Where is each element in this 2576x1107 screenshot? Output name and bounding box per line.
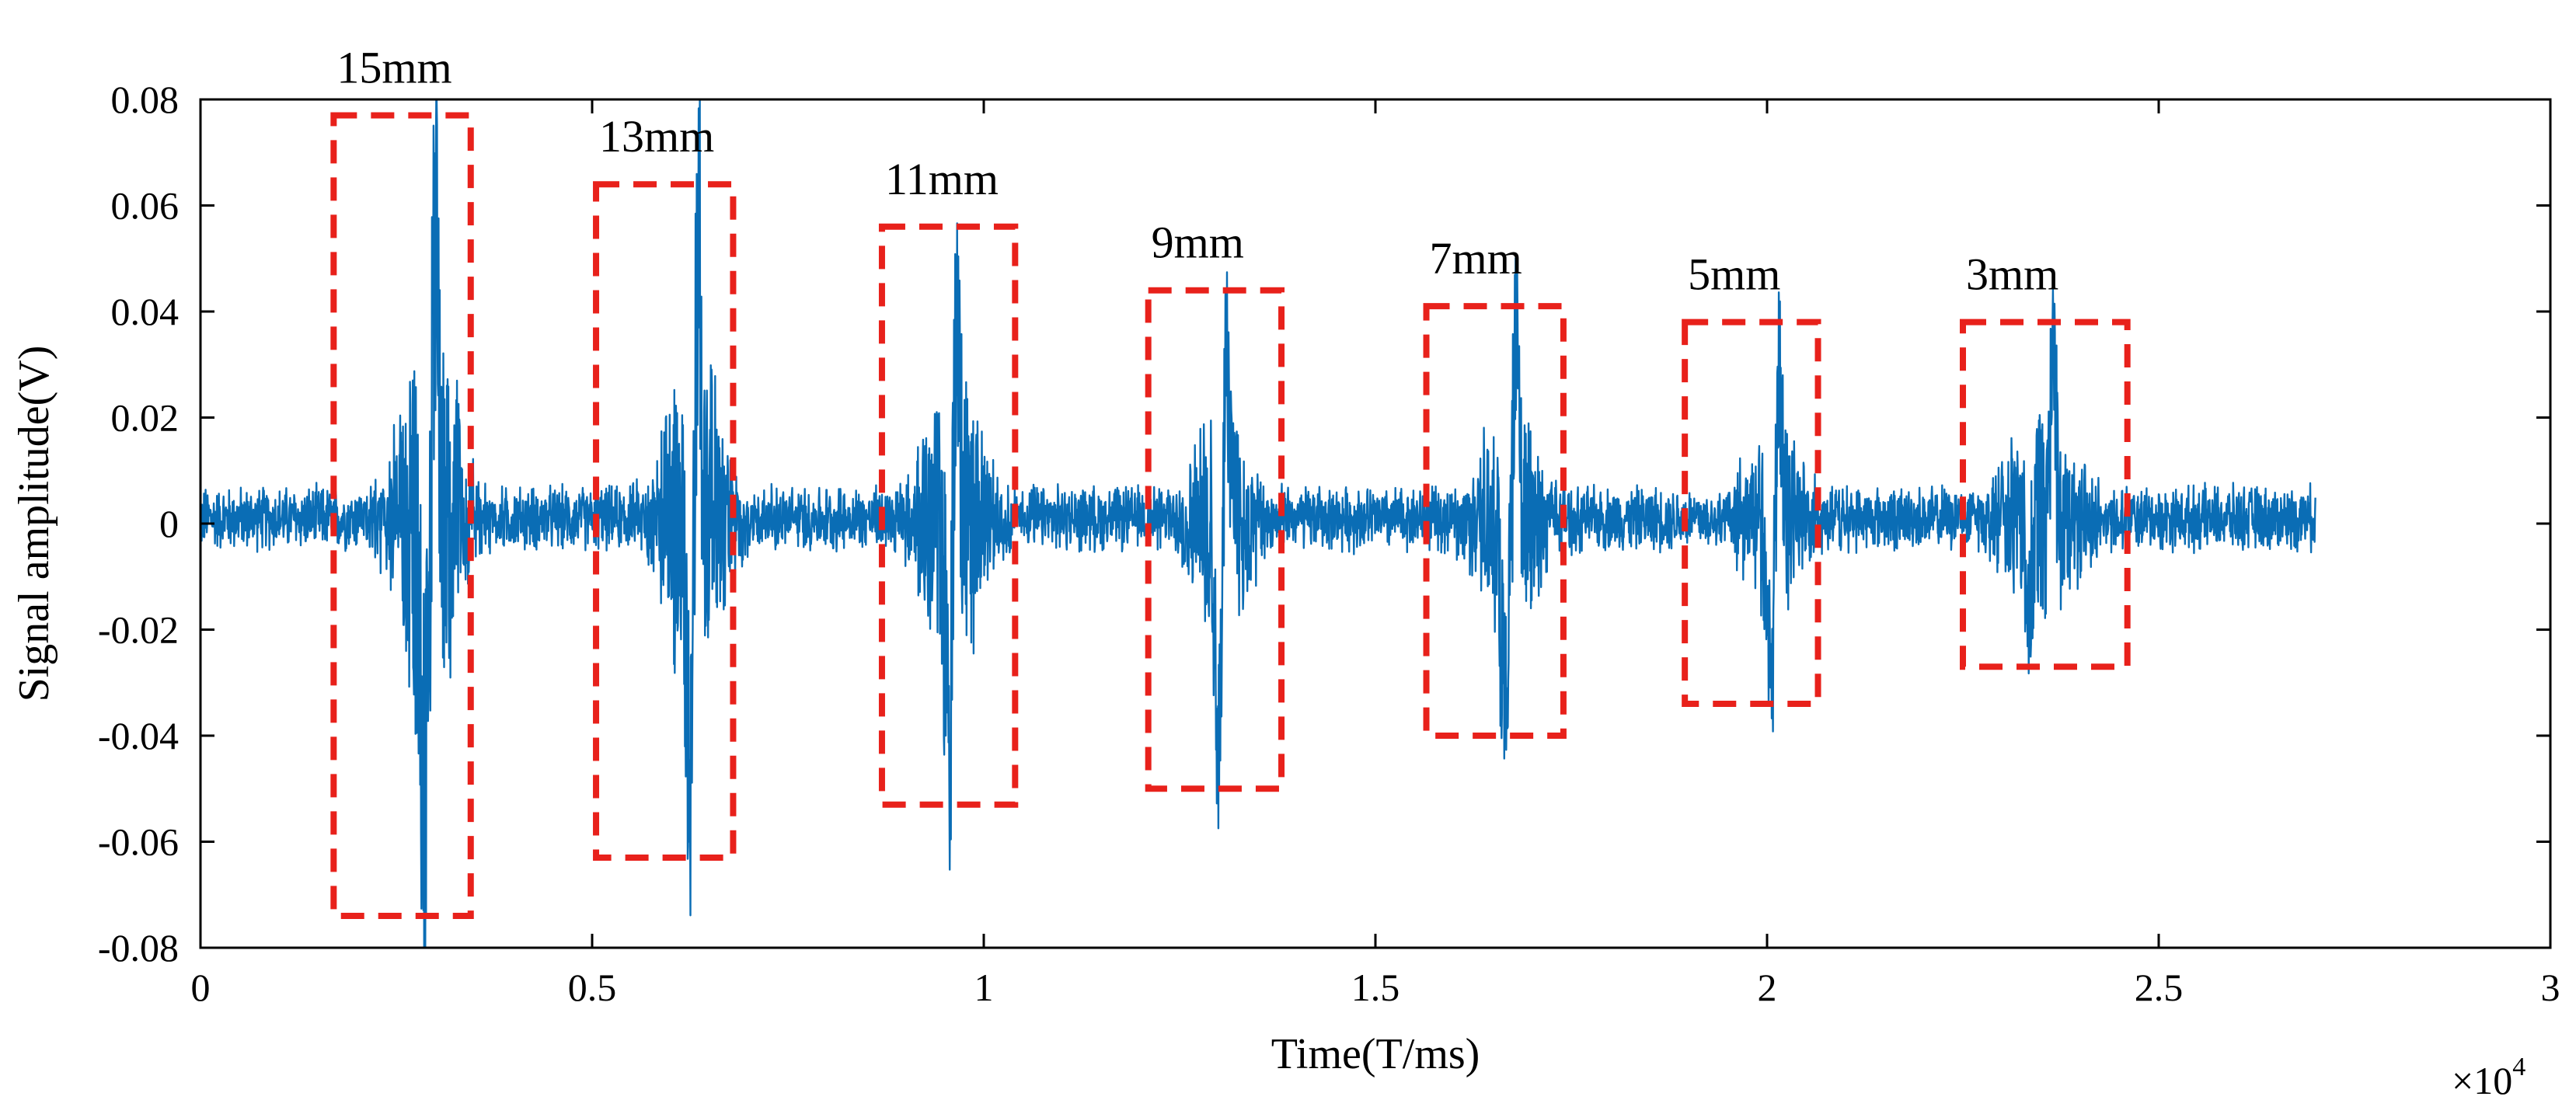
defect-label: 11mm [885,154,999,204]
defect-box-9mm [1145,287,1285,792]
signal-layer [199,98,2316,949]
x-tick-label: 2 [1758,966,1777,1009]
signal-series-line [199,98,2316,949]
defect-box-15mm [330,112,474,920]
x-axis-title: Time(T/ms) [1271,1030,1480,1078]
y-tick-label: 0.04 [111,290,180,333]
defect-box-13mm [593,181,737,861]
defect-box-11mm [878,223,1019,808]
y-tick-label: -0.08 [98,926,179,969]
x-tick-label: 1 [974,966,994,1009]
defect-box-5mm [1682,319,1821,708]
defect-label: 15mm [336,42,451,92]
box-layer: 15mm 13mm 11mm 9mm 7mm 5mm 3mm [330,42,2131,920]
defect-label: 13mm [599,111,714,162]
x-scale-exponent-power: 4 [2512,1053,2525,1081]
x-tick-label: 0 [191,966,211,1009]
defect-box-3mm [1960,319,2131,670]
x-scale-exponent: ×104 [2452,1053,2525,1102]
x-tick-label: 0.5 [568,966,617,1009]
y-tick-label: -0.02 [98,608,179,652]
y-tick-label: 0.02 [111,396,180,440]
y-tick-label: 0.08 [111,78,180,121]
tick-layer: 0 0.5 1 1.5 2 2.5 3 -0.08 -0.06 -0.04 -0.02 0 0.02 0.… [98,78,2560,1009]
defect-box-7mm [1423,303,1567,739]
x-scale-exponent-base: ×10 [2452,1059,2512,1102]
y-tick-label: 0.06 [111,184,180,228]
y-tick-label: -0.04 [98,714,179,757]
y-tick-label: -0.06 [98,820,179,864]
x-tick-label: 1.5 [1351,966,1400,1009]
x-tick-label: 2.5 [2135,966,2184,1009]
defect-label: 5mm [1688,249,1780,300]
y-tick-label: 0 [159,502,179,545]
y-axis-title: Signal amplitude(V) [10,346,58,702]
defect-label: 3mm [1966,249,2058,300]
x-tick-label: 3 [2541,966,2560,1009]
defect-label: 9mm [1152,218,1244,268]
defect-label: 7mm [1430,233,1522,284]
